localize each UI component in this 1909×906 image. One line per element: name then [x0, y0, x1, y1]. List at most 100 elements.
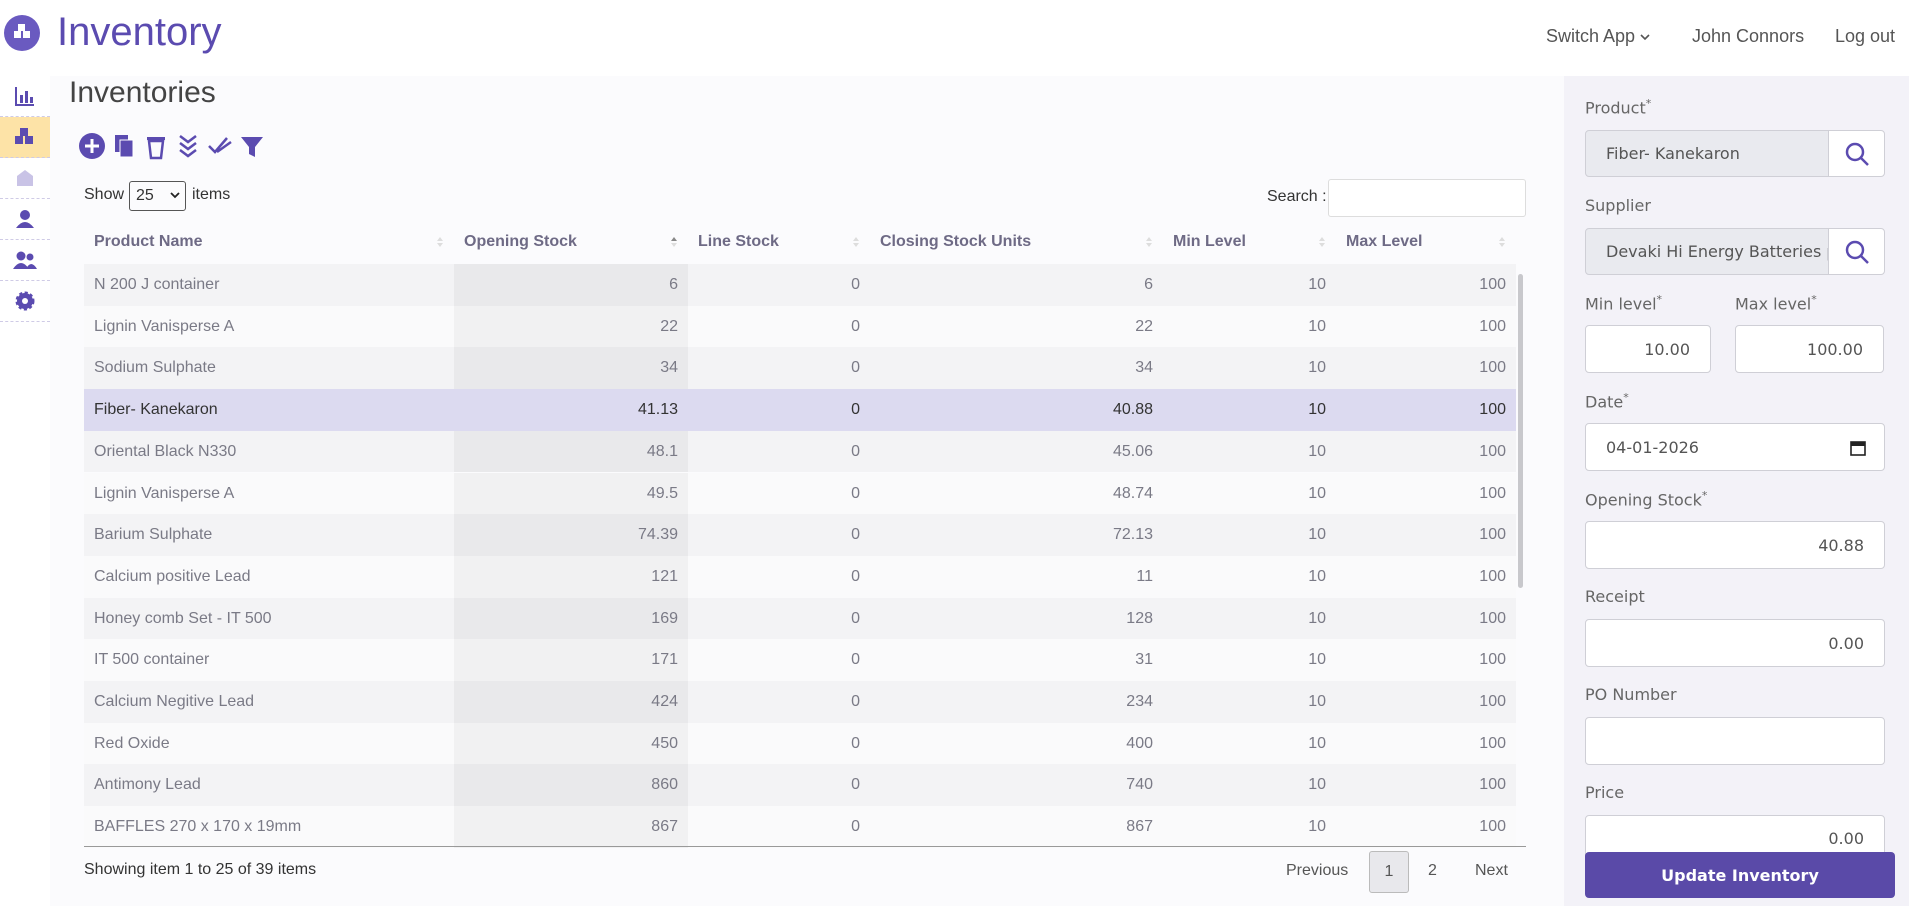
max-input[interactable]: 100.00	[1735, 325, 1884, 373]
table-row[interactable]: Antimony Lead 860 0 740 10 100	[84, 764, 1516, 807]
table-cell: 100	[1479, 734, 1506, 752]
table-cell: 0	[851, 609, 860, 627]
table-cell: 22	[454, 305, 688, 348]
column-header[interactable]: Opening Stock	[454, 222, 688, 262]
table-cell: 10	[1308, 567, 1326, 585]
table-cell: BAFFLES 270 x 170 x 19mm	[94, 818, 302, 836]
table-cell: 0	[851, 317, 860, 335]
sort-icon	[437, 237, 443, 247]
page-2[interactable]: 2	[1428, 862, 1437, 879]
calendar-icon	[1850, 441, 1866, 456]
supplier-search[interactable]	[1828, 228, 1885, 275]
table-cell: 100	[1479, 401, 1506, 419]
table-row[interactable]: Sodium Sulphate 34 0 34 10 100	[84, 347, 1516, 390]
table-cell: 10	[1308, 693, 1326, 710]
table-cell: 6	[454, 264, 688, 306]
table-cell: 0	[851, 484, 860, 502]
table-cell: N 200 J container	[94, 276, 220, 293]
opening-input[interactable]: 40.88	[1585, 521, 1885, 569]
table-row[interactable]: Lignin Vanisperse A 22 0 22 10 100	[84, 305, 1516, 348]
receipt-input[interactable]: 0.00	[1585, 619, 1885, 667]
table-cell: 45.06	[1112, 442, 1153, 460]
table-cell: 234	[1126, 693, 1153, 710]
add-button[interactable]	[79, 133, 105, 159]
search-label: Search :	[1267, 188, 1327, 205]
table-row[interactable]: IT 500 container 171 0 31 10 100	[84, 639, 1516, 681]
table-cell: 100	[1479, 693, 1506, 710]
page-1[interactable]: 1	[1369, 851, 1409, 893]
field-label: Supplier	[1585, 196, 1651, 215]
column-header[interactable]: Min Level	[1163, 222, 1336, 262]
nav-settings[interactable]	[0, 281, 50, 322]
table-cell: Lignin Vanisperse A	[94, 484, 235, 502]
nav-inventory[interactable]	[0, 117, 50, 158]
table-cell: 10	[1308, 317, 1326, 335]
nav-warehouse[interactable]	[0, 158, 50, 199]
edit-panel	[1564, 76, 1909, 906]
sort-icon	[671, 237, 677, 247]
table-row[interactable]: Lignin Vanisperse A 49.5 0 48.74 10 100	[84, 472, 1516, 515]
table-cell: 10	[1308, 359, 1326, 377]
logout[interactable]: Log out	[1835, 26, 1896, 46]
field-label: Date*	[1585, 391, 1629, 411]
table-row[interactable]: Oriental Black N330 48.1 0 45.06 10 100	[84, 430, 1516, 473]
search-icon	[1845, 142, 1869, 166]
table-row[interactable]: Red Oxide 450 0 400 10 100	[84, 722, 1516, 765]
icon	[13, 251, 37, 269]
supplier-input[interactable]: Devaki Hi Energy Batteries pvt ltd	[1585, 228, 1829, 275]
field-label: Max level*	[1735, 293, 1817, 313]
table-cell: 0	[851, 818, 860, 836]
table-cell: 10	[1308, 442, 1326, 460]
column-header[interactable]: Max Level	[1336, 222, 1516, 262]
table-cell: 10	[1308, 276, 1326, 293]
table-cell: 72.13	[1112, 526, 1153, 544]
table-cell: 34	[1135, 359, 1153, 377]
table-cell: 10	[1308, 734, 1326, 752]
min-input[interactable]: 10.00	[1585, 325, 1711, 373]
chevron	[1640, 34, 1650, 41]
page-next[interactable]: Next	[1475, 862, 1508, 879]
table-row[interactable]: Honey comb Set - IT 500 169 0 128 10 100	[84, 597, 1516, 640]
date-input[interactable]: 04-01-2026	[1585, 423, 1885, 471]
table-row[interactable]: Calcium positive Lead 121 0 11 10 100	[84, 555, 1516, 598]
check-button[interactable]	[208, 137, 232, 154]
copy-button[interactable]	[115, 135, 134, 158]
table-cell: Honey comb Set - IT 500	[94, 609, 272, 627]
table-cell: 0	[851, 526, 860, 544]
page-size-select[interactable]: 25	[129, 181, 186, 211]
product-search[interactable]	[1828, 130, 1885, 177]
required-mark: *	[1811, 293, 1817, 306]
sort-icon	[1499, 237, 1505, 247]
table-row[interactable]: Calcium Negitive Lead 424 0 234 10 100	[84, 681, 1516, 723]
delete-button[interactable]	[147, 137, 165, 160]
field-label: Receipt	[1585, 587, 1645, 606]
table-cell: 128	[1126, 609, 1153, 627]
table-cell: 31	[1135, 651, 1153, 669]
table-cell: 450	[454, 722, 688, 765]
search-input[interactable]	[1328, 179, 1526, 217]
column-header[interactable]: Closing Stock Units	[870, 222, 1163, 262]
user-name[interactable]: John Connors	[1692, 26, 1805, 46]
column-header[interactable]: Line Stock	[688, 222, 870, 262]
table-cell: 0	[851, 693, 860, 710]
page-prev[interactable]: Previous	[1286, 862, 1349, 879]
table-row[interactable]: Barium Sulphate 74.39 0 72.13 10 100	[84, 514, 1516, 556]
table-cell: 0	[851, 276, 860, 293]
table-cell: 169	[454, 597, 688, 640]
nav-user[interactable]	[0, 199, 50, 240]
table-cell: Antimony Lead	[94, 776, 201, 794]
switch-app[interactable]: Switch App	[1546, 26, 1650, 47]
table-row[interactable]: BAFFLES 270 x 170 x 19mm 867 0 867 10 100	[84, 806, 1516, 848]
product-input[interactable]: Fiber- Kanekaron	[1585, 130, 1829, 177]
column-header[interactable]: Product Name	[84, 222, 454, 262]
table-row[interactable]: N 200 J container 6 0 6 10 100	[84, 264, 1516, 306]
nav-reports[interactable]	[0, 76, 50, 117]
expand-button[interactable]	[179, 135, 197, 158]
table-cell: 10	[1308, 526, 1326, 544]
table-row[interactable]: Fiber- Kanekaron 41.13 0 40.88 10 100	[84, 389, 1516, 431]
update-button[interactable]: Update Inventory	[1585, 852, 1895, 898]
nav-users[interactable]	[0, 240, 50, 281]
filter-button[interactable]	[241, 137, 263, 157]
po-input[interactable]	[1585, 717, 1885, 765]
